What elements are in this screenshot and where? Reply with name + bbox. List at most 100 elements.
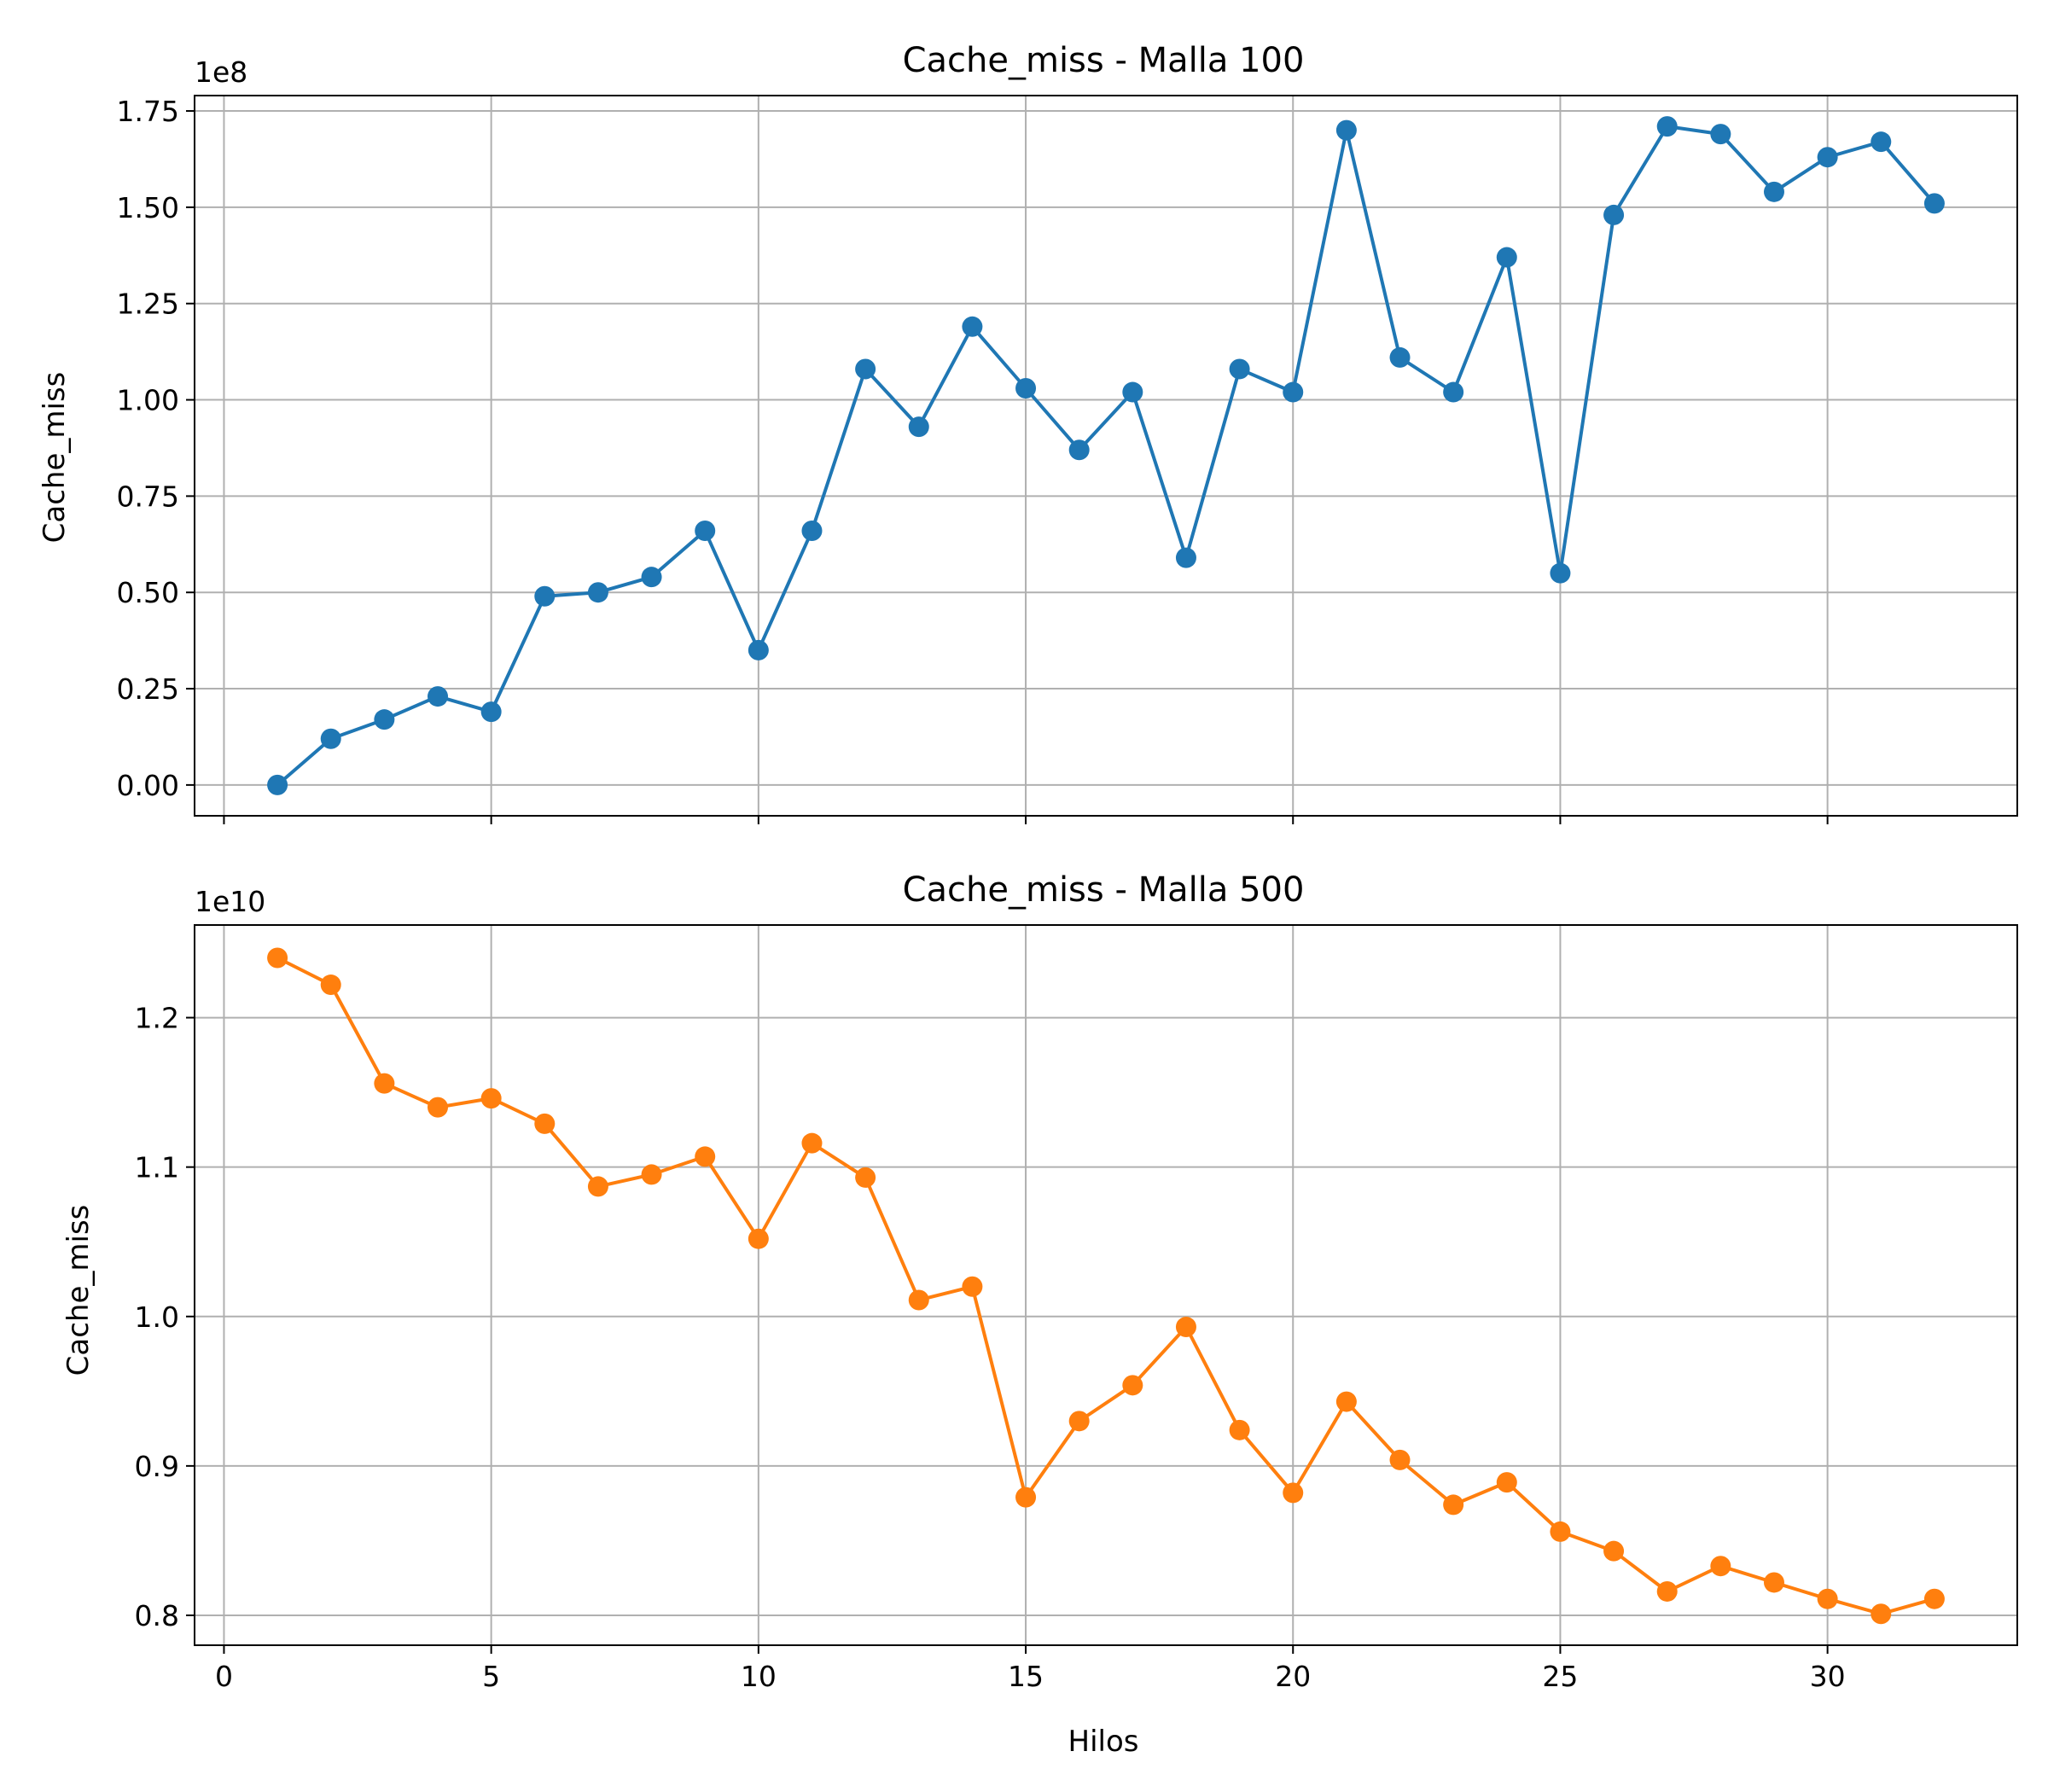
data-point	[1283, 381, 1304, 403]
y-tick-label: 0.9	[135, 1450, 179, 1483]
x-tick-label: 5	[482, 1660, 500, 1693]
data-point	[748, 1228, 769, 1249]
data-point	[1871, 131, 1892, 153]
data-point	[1068, 1411, 1090, 1432]
data-point	[428, 686, 449, 707]
data-point	[641, 567, 662, 588]
x-tick-label: 10	[741, 1660, 777, 1693]
data-point	[1175, 1317, 1196, 1338]
y-axis-label: Cache_miss	[61, 1205, 96, 1376]
data-point	[1550, 562, 1571, 584]
data-point	[320, 975, 341, 996]
x-tick-label: 15	[1008, 1660, 1044, 1693]
subplot-malla-500: Cache_miss - Malla 500 1e10 Cache_miss H…	[61, 870, 2018, 1759]
data-point	[801, 1132, 823, 1154]
y-tick-label: 1.00	[117, 384, 179, 417]
data-point	[1710, 1556, 1731, 1577]
data-point	[908, 1289, 929, 1311]
plot-frame	[194, 924, 2018, 1646]
data-point	[641, 1164, 662, 1185]
data-point	[587, 1176, 608, 1197]
y-tick-label: 0.75	[117, 480, 179, 513]
data-point	[1335, 119, 1357, 141]
data-point	[374, 709, 395, 730]
data-point	[1389, 1449, 1411, 1470]
data-point	[1283, 1482, 1304, 1504]
gridlines	[195, 925, 2017, 1645]
data-point	[534, 585, 556, 607]
data-point	[1015, 1487, 1037, 1508]
data-point	[320, 728, 341, 749]
y-tick-label: 1.75	[117, 95, 179, 128]
data-point	[1923, 1588, 1945, 1609]
chart-title: Cache_miss - Malla 500	[903, 870, 1305, 910]
y-tick-label: 1.25	[117, 288, 179, 321]
y-offset-label: 1e10	[195, 885, 265, 918]
series-line	[267, 116, 1945, 795]
data-point	[1389, 346, 1411, 368]
y-tick-label: 1.1	[135, 1151, 179, 1184]
data-point	[1015, 378, 1037, 399]
data-point	[1068, 439, 1090, 461]
data-point	[267, 774, 288, 795]
subplot-malla-100: Cache_miss - Malla 100 1e8 Cache_miss 0.…	[38, 41, 2018, 824]
y-tick-label: 0.00	[117, 769, 179, 802]
series-polyline	[276, 956, 1935, 1616]
data-point	[587, 582, 608, 603]
y-tick-label: 0.8	[135, 1599, 179, 1632]
data-point	[908, 416, 929, 438]
data-point	[1817, 147, 1838, 168]
y-tick-label: 0.25	[117, 672, 179, 706]
data-point	[1443, 1494, 1464, 1516]
data-point	[1871, 1603, 1892, 1625]
data-point	[1603, 1540, 1625, 1562]
data-point	[1710, 124, 1731, 145]
data-point	[962, 1276, 983, 1297]
data-point	[1763, 1572, 1784, 1593]
data-point	[1443, 381, 1464, 403]
data-point	[1122, 1375, 1143, 1396]
data-point	[1817, 1588, 1838, 1609]
data-point	[480, 1088, 502, 1109]
data-point	[962, 316, 983, 337]
data-point	[1122, 381, 1143, 403]
data-point	[1496, 1472, 1517, 1493]
data-point	[1923, 193, 1945, 214]
y-tick-label: 1.0	[135, 1300, 179, 1334]
y-tick-label: 1.50	[117, 191, 179, 224]
x-axis-label: Hilos	[1068, 1725, 1139, 1759]
chart-title: Cache_miss - Malla 100	[903, 41, 1305, 80]
data-point	[267, 947, 288, 969]
data-point	[1603, 204, 1625, 225]
data-point	[695, 1146, 716, 1167]
data-point	[480, 701, 502, 723]
data-point	[1656, 116, 1678, 137]
x-tick-label: 20	[1275, 1660, 1311, 1693]
x-tick-label: 30	[1810, 1660, 1846, 1693]
series-polyline	[276, 125, 1936, 787]
gridlines	[195, 96, 2017, 816]
data-point	[855, 1167, 876, 1188]
y-offset-label: 1e8	[195, 55, 247, 89]
data-point	[428, 1097, 449, 1118]
data-point	[748, 639, 769, 660]
data-point	[1335, 1391, 1357, 1412]
data-point	[801, 521, 823, 542]
data-point	[1763, 181, 1784, 202]
data-point	[1656, 1580, 1678, 1602]
y-tick-label: 0.50	[117, 576, 179, 609]
data-point	[855, 358, 876, 380]
axis-ticks: 0 5 10 15 20 25 30 0.8 0.9 1.0 1.1 1.2	[135, 1002, 1846, 1693]
data-point	[374, 1073, 395, 1094]
axis-ticks: 0.00 0.25 0.50 0.75 1.00 1.25 1.50 1.75	[117, 95, 1829, 824]
y-axis-label: Cache_miss	[38, 372, 72, 544]
series-line	[267, 947, 1945, 1625]
data-point	[1550, 1521, 1571, 1542]
y-tick-label: 1.2	[135, 1002, 179, 1035]
plot-frame	[194, 95, 2018, 817]
data-point	[695, 521, 716, 542]
data-point	[1229, 1419, 1250, 1440]
data-point	[1496, 247, 1517, 268]
x-tick-label: 0	[215, 1660, 233, 1693]
